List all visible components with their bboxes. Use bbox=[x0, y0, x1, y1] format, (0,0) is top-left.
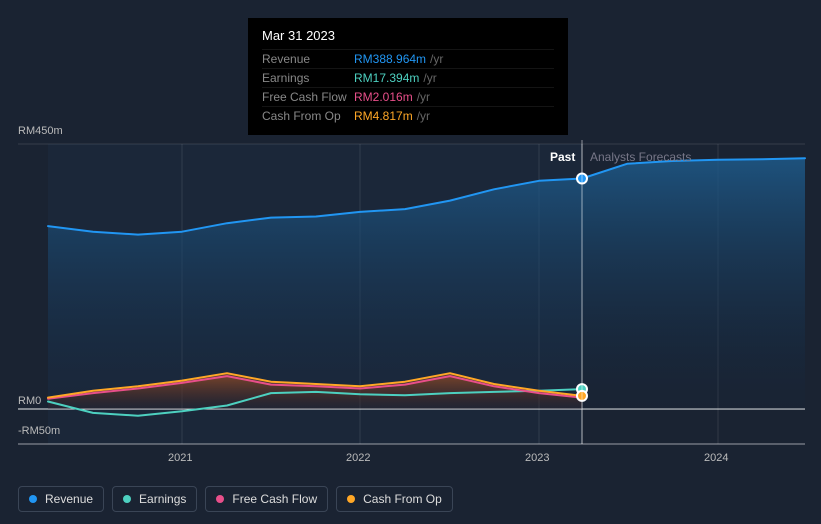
tooltip-row-value: RM2.016m bbox=[354, 90, 413, 104]
tooltip-row-unit: /yr bbox=[417, 109, 430, 123]
chart-tooltip: Mar 31 2023 RevenueRM388.964m/yrEarnings… bbox=[248, 18, 568, 135]
tooltip-row-value: RM4.817m bbox=[354, 109, 413, 123]
legend-item-fcf[interactable]: Free Cash Flow bbox=[205, 486, 328, 512]
tooltip-row-label: Free Cash Flow bbox=[262, 90, 354, 104]
tooltip-row-value: RM388.964m bbox=[354, 52, 426, 66]
y-tick-label: RM450m bbox=[18, 125, 63, 137]
y-tick-label: -RM50m bbox=[18, 425, 60, 437]
legend-dot-icon bbox=[216, 495, 224, 503]
tooltip-row-unit: /yr bbox=[430, 52, 443, 66]
tooltip-row: Cash From OpRM4.817m/yr bbox=[262, 106, 554, 125]
tooltip-row-unit: /yr bbox=[423, 71, 436, 85]
x-tick-label: 2024 bbox=[704, 452, 728, 464]
x-tick-label: 2021 bbox=[168, 452, 192, 464]
legend-label: Cash From Op bbox=[363, 492, 442, 506]
legend-item-revenue[interactable]: Revenue bbox=[18, 486, 104, 512]
legend-item-cfo[interactable]: Cash From Op bbox=[336, 486, 453, 512]
tooltip-row-value: RM17.394m bbox=[354, 71, 419, 85]
section-label-forecast: Analysts Forecasts bbox=[590, 150, 691, 164]
tooltip-row: EarningsRM17.394m/yr bbox=[262, 68, 554, 87]
legend-item-earnings[interactable]: Earnings bbox=[112, 486, 197, 512]
tooltip-row-label: Cash From Op bbox=[262, 109, 354, 123]
tooltip-date: Mar 31 2023 bbox=[262, 28, 554, 43]
x-tick-label: 2022 bbox=[346, 452, 370, 464]
tooltip-row-label: Revenue bbox=[262, 52, 354, 66]
legend-dot-icon bbox=[29, 495, 37, 503]
legend-label: Earnings bbox=[139, 492, 186, 506]
tooltip-row-label: Earnings bbox=[262, 71, 354, 85]
y-tick-label: RM0 bbox=[18, 395, 41, 407]
legend-label: Free Cash Flow bbox=[232, 492, 317, 506]
legend: Revenue Earnings Free Cash Flow Cash From O… bbox=[18, 486, 453, 512]
x-tick-label: 2023 bbox=[525, 452, 549, 464]
tooltip-row: Free Cash FlowRM2.016m/yr bbox=[262, 87, 554, 106]
legend-dot-icon bbox=[123, 495, 131, 503]
tooltip-row: RevenueRM388.964m/yr bbox=[262, 49, 554, 68]
tooltip-row-unit: /yr bbox=[417, 90, 430, 104]
section-label-past: Past bbox=[550, 150, 575, 164]
legend-label: Revenue bbox=[45, 492, 93, 506]
legend-dot-icon bbox=[347, 495, 355, 503]
chart-container: Past Analysts Forecasts RM450mRM0-RM50m … bbox=[0, 0, 821, 524]
